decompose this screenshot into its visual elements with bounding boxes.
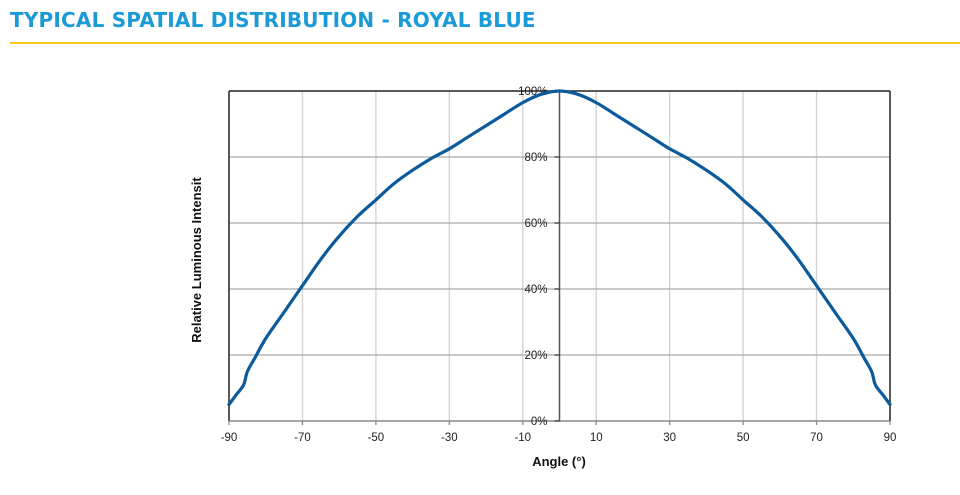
y-tick-label: 0% [531,416,548,428]
y-tick-label: 60% [524,218,547,230]
y-tick-label: 20% [524,350,547,362]
x-tick-label: 50 [737,432,750,444]
x-axis-label: Angle (°) [532,454,586,469]
x-tick-label: -50 [368,432,385,444]
title-underline [10,42,960,44]
y-tick-labels: 0%20%40%60%80%100% [518,86,547,428]
x-tick-labels: -90 -70 -50 -30 -10 10 30 50 70 90 [221,432,897,444]
x-tick-label: 90 [884,432,897,444]
x-tick-label: 10 [590,432,603,444]
series-line-royal-blue [227,89,892,407]
x-tick-label: -70 [294,432,311,444]
x-tick-label: -90 [221,432,238,444]
x-tick-label: 30 [663,432,676,444]
y-tick-label: 80% [524,152,547,164]
x-tick-label: -30 [441,432,458,444]
axes [228,90,891,425]
x-tick-label: -10 [514,432,531,444]
page-title: TYPICAL SPATIAL DISTRIBUTION - ROYAL BLU… [10,8,536,32]
y-tick-label: 40% [524,284,547,296]
y-axis-label: Relative Luminous Intensit [189,177,204,343]
x-tick-label: 70 [810,432,823,444]
